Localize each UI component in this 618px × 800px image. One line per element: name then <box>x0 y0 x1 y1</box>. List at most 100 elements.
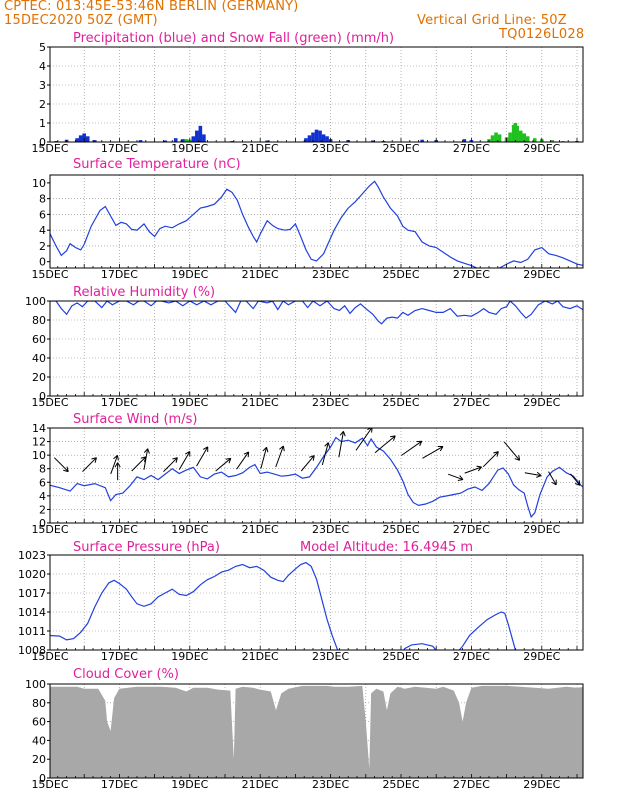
y-tick-label: 3 <box>39 79 46 92</box>
x-tick-label: 19DEC <box>171 523 208 536</box>
data-layer <box>50 301 583 325</box>
snow-bar <box>522 133 526 142</box>
y-tick-label: 40 <box>32 734 46 747</box>
wind-arrow <box>53 457 69 473</box>
y-tick-label: 0 <box>39 772 46 785</box>
x-tick-label: 17DEC <box>101 142 138 155</box>
x-tick-label: 21DEC <box>242 142 279 155</box>
wind-arrow <box>300 455 315 472</box>
x-tick-label: 15DEC <box>31 650 68 663</box>
y-tick-label: 80 <box>32 697 46 710</box>
x-tick-label: 21DEC <box>242 523 279 536</box>
wind-arrow <box>215 457 232 472</box>
wind-arrow <box>570 473 581 486</box>
y-tick-label: 12 <box>32 436 46 449</box>
date-header: 15DEC2020 50Z (GMT) <box>4 13 158 28</box>
wind-arrow <box>401 440 423 456</box>
x-tick-label: 23DEC <box>312 523 349 536</box>
rh-line <box>50 301 583 325</box>
y-tick-label: 1020 <box>18 568 46 581</box>
x-tick-label: 27DEC <box>453 523 490 536</box>
precip-bar <box>265 140 270 142</box>
plot-frame <box>49 300 584 397</box>
y-tick-label: 0 <box>39 136 46 149</box>
panel-title: Surface Temperature (nC) <box>73 157 241 172</box>
x-tick-label: 19DEC <box>171 268 208 281</box>
plot-frame <box>49 427 584 524</box>
precip-bar <box>371 140 375 142</box>
x-tick-label: 17DEC <box>101 396 138 409</box>
x-tick-label: 19DEC <box>171 778 208 791</box>
y-tick-label: 8 <box>39 193 46 206</box>
x-tick-label: 17DEC <box>101 523 138 536</box>
snow-bar <box>550 140 555 142</box>
y-tick-label: 2 <box>39 503 46 516</box>
precip-bar <box>82 133 86 142</box>
panel-title: Surface Pressure (hPa) <box>73 540 220 555</box>
model-altitude-label: Model Altitude: 16.4945 m <box>300 540 473 555</box>
snow-bar <box>518 130 523 142</box>
x-tick-label: 23DEC <box>312 650 349 663</box>
wind-arrow <box>482 451 499 468</box>
grid-line-note: Vertical Grid Line: 50Z <box>417 13 567 28</box>
x-tick-label: 29DEC <box>523 523 560 536</box>
wind-arrow <box>275 445 285 468</box>
x-tick-label: 21DEC <box>242 650 279 663</box>
precip-bar <box>420 139 424 142</box>
precip-bar <box>191 136 196 142</box>
y-tick-label: 1017 <box>18 587 46 600</box>
y-tick-label: 14 <box>32 422 46 435</box>
y-tick-label: 40 <box>32 352 46 365</box>
wind-arrow <box>524 471 542 478</box>
y-tick-label: 2 <box>39 240 46 253</box>
x-tick-label: 15DEC <box>31 778 68 791</box>
plot-frame <box>49 554 584 651</box>
precip-bar <box>325 136 329 142</box>
y-tick-label: 2 <box>39 98 46 111</box>
data-layer <box>50 428 583 519</box>
x-tick-label: 29DEC <box>523 650 560 663</box>
x-tick-label: 19DEC <box>171 396 208 409</box>
x-tick-label: 23DEC <box>312 778 349 791</box>
wind-arrow <box>196 446 209 467</box>
wind-arrow <box>321 442 331 466</box>
wind-arrow <box>143 448 150 470</box>
wind-arrow <box>464 465 482 474</box>
data-layer <box>50 180 583 268</box>
wind-arrow <box>447 473 464 481</box>
y-tick-label: 1011 <box>18 625 46 638</box>
y-tick-label: 80 <box>32 314 46 327</box>
y-tick-label: 20 <box>32 371 46 384</box>
temp-line <box>50 180 583 268</box>
precip-bar <box>304 138 308 142</box>
wind-arrow <box>260 446 269 469</box>
y-tick-label: 10 <box>32 177 46 190</box>
y-tick-label: 10 <box>32 449 46 462</box>
x-tick-label: 17DEC <box>101 778 138 791</box>
snow-bar <box>490 135 495 142</box>
snow-bar <box>515 125 519 142</box>
panel-title: Relative Humidity (%) <box>73 285 215 300</box>
x-tick-label: 23DEC <box>312 268 349 281</box>
x-tick-label: 15DEC <box>31 142 68 155</box>
x-tick-label: 15DEC <box>31 523 68 536</box>
wind-arrow <box>110 454 119 475</box>
y-tick-label: 1023 <box>18 549 46 562</box>
panel-rh: 0 20 40 60 80 100 15DEC 17DEC 19DEC 21DEC 23DEC 25D… <box>25 285 584 409</box>
y-tick-label: 5 <box>39 41 46 54</box>
x-tick-label: 29DEC <box>523 778 560 791</box>
data-layer <box>50 561 517 650</box>
wind-arrow <box>374 435 396 454</box>
data-layer <box>50 685 583 778</box>
y-tick-label: 60 <box>32 716 46 729</box>
data-layer <box>54 123 579 142</box>
plot-frame <box>49 46 584 143</box>
x-tick-label: 25DEC <box>382 778 419 791</box>
precip-bar <box>180 139 185 142</box>
x-tick-label: 19DEC <box>171 650 208 663</box>
plot-frame <box>49 683 584 779</box>
panel-temp: 0 2 4 6 8 10 15DEC 17DEC 19DEC 21DEC 23DEC 25DEC 27D… <box>31 157 584 281</box>
x-tick-label: 25DEC <box>382 142 419 155</box>
precip-bar <box>92 140 97 142</box>
wind-arrow <box>548 471 557 486</box>
